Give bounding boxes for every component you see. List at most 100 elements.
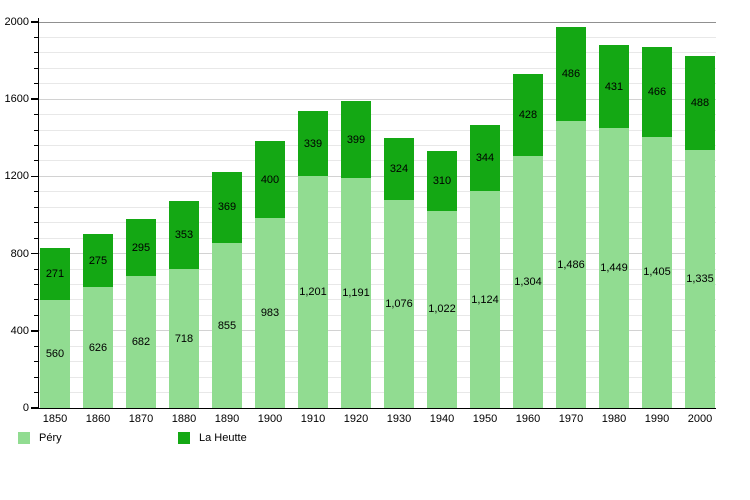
gridline [39,330,716,332]
y-major-tick [31,21,39,23]
bar-value-label-pery: 1,201 [299,286,327,299]
x-tick-label: 1860 [85,413,111,425]
x-tick-label: 2000 [687,413,713,425]
gridline [39,345,716,347]
bar-value-label-pery: 1,449 [600,262,628,275]
bar-segment-la-heutte [685,56,715,151]
y-tick-label: 1200 [4,170,29,183]
legend-label-pery: Péry [39,432,62,444]
bar-value-label-pery: 1,191 [342,287,370,300]
bar-value-label-la-heutte: 295 [131,241,151,254]
bar-segment-pery [298,176,328,408]
bar-value-label-la-heutte: 275 [88,254,108,267]
y-minor-tick [34,283,39,285]
bar-segment-la-heutte [427,150,457,211]
bar-segment-la-heutte [384,137,414,201]
y-minor-tick [34,114,39,116]
y-tick-label: 400 [10,324,29,337]
gridline [39,52,716,54]
bar-value-label-la-heutte: 344 [475,151,495,164]
bar-value-label-la-heutte: 369 [217,201,237,214]
bar-segment-la-heutte [298,110,328,177]
y-minor-tick [34,83,39,85]
gridline [39,206,716,208]
y-minor-tick [34,222,39,224]
x-tick-label: 1960 [515,413,541,425]
bar-segment-la-heutte [40,247,70,300]
bar-value-label-pery: 1,335 [686,273,714,286]
bar-value-label-pery: 1,405 [643,266,671,279]
y-minor-tick [34,314,39,316]
x-tick-label: 1920 [343,413,369,425]
bar-value-label-la-heutte: 310 [432,174,452,187]
bar-segment-la-heutte [470,124,500,192]
x-axis-line [31,407,716,410]
y-minor-tick [34,299,39,301]
y-minor-tick [34,52,39,54]
gridline [39,175,716,177]
x-tick-label: 1900 [257,413,283,425]
x-tick-label: 1880 [171,413,197,425]
x-tick-label: 1980 [601,413,627,425]
y-minor-tick [34,361,39,363]
x-tick-label: 1930 [386,413,412,425]
bar-value-label-la-heutte: 399 [346,133,366,146]
y-tick-label: 0 [22,402,29,414]
x-tick-label: 1890 [214,413,240,425]
bar-segment-la-heutte [83,234,113,288]
y-major-tick [31,175,39,178]
y-minor-tick [34,237,39,239]
x-tick-label: 1940 [429,413,455,425]
y-minor-tick [34,129,39,131]
gridline [39,268,716,270]
gridline [39,83,716,85]
x-tick-label: 1950 [472,413,498,425]
bar-value-label-pery: 1,486 [557,258,585,271]
x-tick-label: 1910 [300,413,326,425]
gridline [39,314,716,316]
bar-segment-pery [126,276,156,408]
gridline [39,283,716,285]
gridline [39,21,716,23]
y-minor-tick [34,160,39,162]
x-tick-label: 1870 [128,413,154,425]
bar-segment-pery [427,210,457,408]
x-tick-label: 1970 [558,413,584,425]
y-tick-label: 2000 [4,16,29,28]
bar-segment-pery [642,136,672,408]
bar-value-label-la-heutte: 324 [389,163,409,176]
gridline [39,253,716,255]
bar-segment-pery [255,218,285,408]
bar-segment-la-heutte [556,27,586,122]
gridline [39,67,716,69]
bar-value-label-pery: 1,304 [514,276,542,289]
bar-value-label-la-heutte: 271 [45,267,65,280]
bar-value-label-pery: 855 [217,319,237,332]
bar-value-label-la-heutte: 431 [604,80,624,93]
y-minor-tick [34,36,39,38]
bar-value-label-la-heutte: 339 [303,137,323,150]
x-tick-label: 1990 [644,413,670,425]
bar-value-label-pery: 560 [45,347,65,360]
bar-value-label-la-heutte: 428 [518,109,538,122]
bar-value-label-pery: 682 [131,336,151,349]
gridline [39,98,716,100]
bar-segment-la-heutte [255,141,285,219]
legend-item-la-heutte: La Heutte [178,431,247,445]
bar-segment-pery [169,269,199,408]
y-major-tick [31,252,39,255]
bar-segment-pery [83,287,113,408]
bar-segment-la-heutte [513,73,543,157]
gridline [39,361,716,363]
y-minor-tick [34,345,39,347]
y-major-tick [31,98,39,100]
bar-value-label-la-heutte: 353 [174,229,194,242]
bar-segment-la-heutte [169,201,199,270]
bar-segment-pery [212,243,242,408]
bar-segment-la-heutte [126,219,156,277]
bar-value-label-la-heutte: 486 [561,68,581,81]
bar-value-label-la-heutte: 466 [647,85,667,98]
bar-value-label-pery: 1,022 [428,303,456,316]
bar-value-label-pery: 983 [260,307,280,320]
